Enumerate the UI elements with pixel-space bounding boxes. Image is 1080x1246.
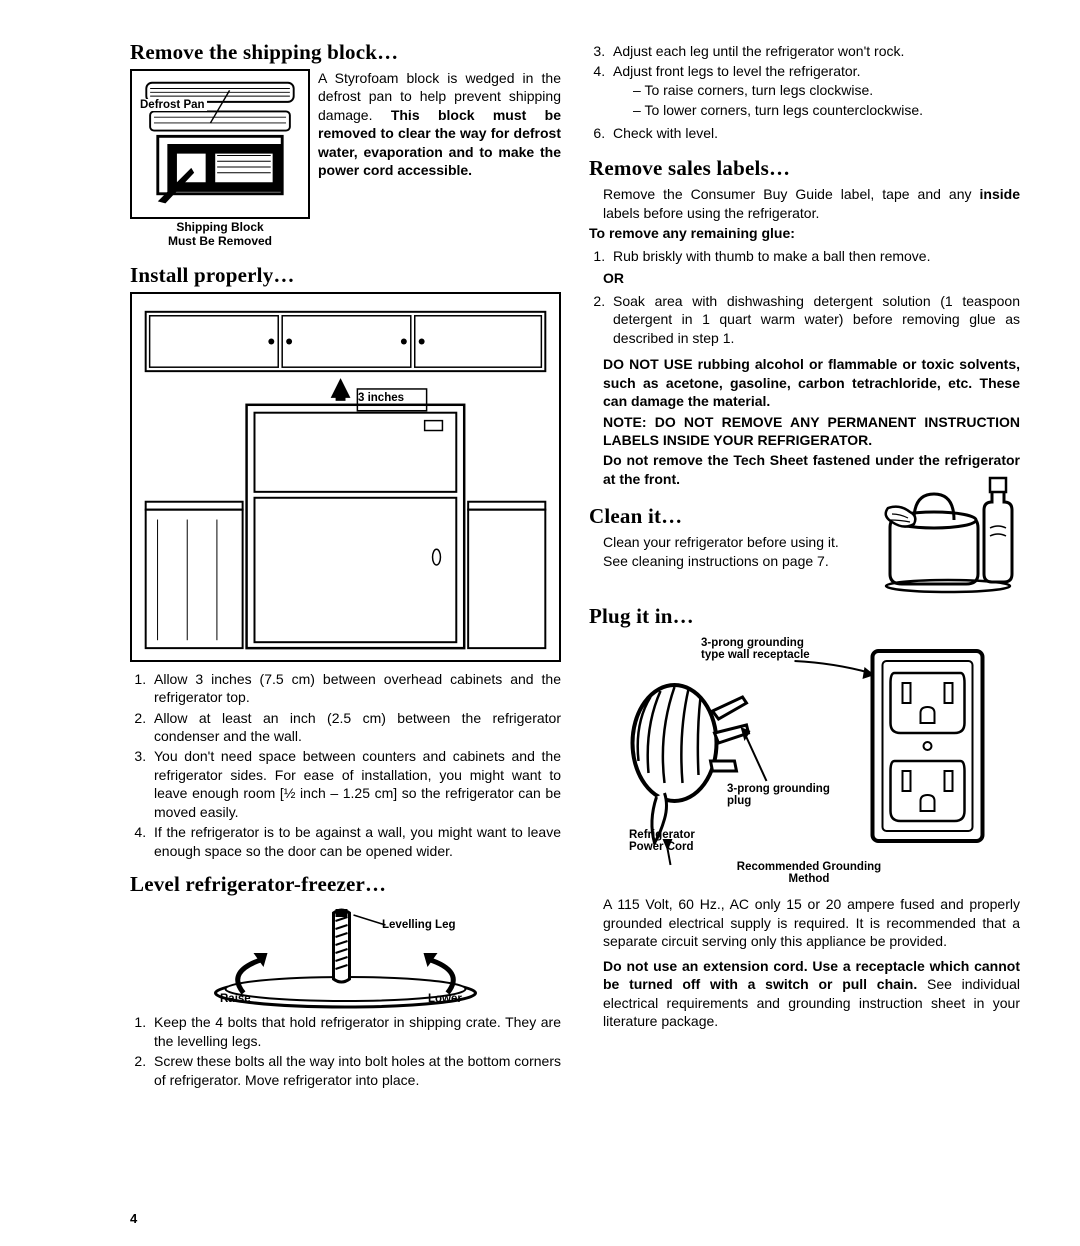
install-item-4: If the refrigerator is to be against a w… bbox=[150, 823, 561, 860]
level-4-text: Adjust front legs to level the refrigera… bbox=[613, 63, 860, 79]
label-leg: Levelling Leg bbox=[382, 919, 456, 931]
plug-p1: A 115 Volt, 60 Hz., AC only 15 or 20 amp… bbox=[589, 895, 1020, 950]
label-3inches: 3 inches bbox=[358, 392, 404, 404]
right-column: Adjust each leg until the refrigerator w… bbox=[589, 40, 1020, 1226]
fig-plug: 3-prong grounding type wall receptacle 3… bbox=[589, 633, 1020, 893]
s4p1c: labels before using the refrigerator. bbox=[603, 205, 819, 221]
list-level-6: Check with level. bbox=[589, 124, 1020, 144]
left-column: Remove the shipping block… bbox=[130, 40, 561, 1226]
fig-level: Levelling Leg Raise Lower bbox=[130, 901, 561, 1011]
sales-warn1: DO NOT USE rubbing alcohol or flammable … bbox=[589, 355, 1020, 410]
label-plug: 3-prong grounding plug bbox=[727, 783, 847, 807]
heading-plug: Plug it in… bbox=[589, 604, 1020, 629]
fig-clean bbox=[870, 474, 1020, 594]
heading-sales-labels: Remove sales labels… bbox=[589, 156, 1020, 181]
install-item-3: You don't need space between counters an… bbox=[150, 747, 561, 821]
glue-or: OR bbox=[589, 269, 1020, 287]
sales-sub1: To remove any remaining glue: bbox=[589, 224, 1020, 242]
label-cord: Refrigerator Power Cord bbox=[629, 829, 729, 853]
plug-p2: Do not use an extension cord. Use a rece… bbox=[589, 957, 1020, 1031]
glue-1: Rub briskly with thumb to make a ball th… bbox=[609, 247, 1020, 265]
s4p1a: Remove the Consumer Buy Guide label, tap… bbox=[603, 186, 980, 202]
s4p1b: inside bbox=[980, 186, 1020, 202]
label-shipping-block: Shipping Block bbox=[130, 221, 310, 235]
label-defrost-pan: Defrost Pan bbox=[138, 99, 207, 111]
list-install: Allow 3 inches (7.5 cm) between overhead… bbox=[130, 670, 561, 863]
label-method: Recommended Grounding Method bbox=[729, 861, 889, 885]
label-lower: Lower bbox=[428, 993, 462, 1005]
install-item-2: Allow at least an inch (2.5 cm) between … bbox=[150, 709, 561, 746]
level-4a: To raise corners, turn legs clockwise. bbox=[629, 81, 1020, 99]
glue-2: Soak area with dishwashing detergent sol… bbox=[609, 292, 1020, 347]
level-item-6: Check with level. bbox=[609, 124, 1020, 142]
manual-page: Remove the shipping block… bbox=[0, 0, 1080, 1246]
sales-warn2: NOTE: DO NOT REMOVE ANY PERMANENT INSTRU… bbox=[589, 413, 1020, 450]
level-item-3: Adjust each leg until the refrigerator w… bbox=[609, 42, 1020, 60]
page-number: 4 bbox=[130, 1211, 561, 1226]
label-raise: Raise bbox=[220, 993, 251, 1005]
label-receptacle: 3-prong grounding type wall receptacle bbox=[701, 637, 811, 661]
heading-level: Level refrigerator-freezer… bbox=[130, 872, 561, 897]
text-shipping-block: A Styrofoam block is wedged in the defro… bbox=[318, 69, 561, 247]
level-item-2: Screw these bolts all the way into bolt … bbox=[150, 1052, 561, 1089]
level-item-1: Keep the 4 bolts that hold refrigerator … bbox=[150, 1013, 561, 1050]
heading-install: Install properly… bbox=[130, 263, 561, 288]
list-glue: Rub briskly with thumb to make a ball th… bbox=[589, 247, 1020, 267]
label-must-remove: Must Be Removed bbox=[130, 235, 310, 249]
level-4b: To lower corners, turn legs counterclock… bbox=[629, 101, 1020, 119]
heading-clean: Clean it… bbox=[589, 504, 862, 529]
clean-p: Clean your refrigerator before using it.… bbox=[589, 533, 862, 570]
fig-shipping-block: Defrost Pan Shipping Block Must Be Remov… bbox=[130, 69, 310, 249]
install-item-1: Allow 3 inches (7.5 cm) between overhead… bbox=[150, 670, 561, 707]
level-item-4: Adjust front legs to level the refrigera… bbox=[609, 62, 1020, 119]
list-level: Keep the 4 bolts that hold refrigerator … bbox=[130, 1013, 561, 1091]
heading-remove-shipping: Remove the shipping block… bbox=[130, 40, 561, 65]
list-level-cont: Adjust each leg until the refrigerator w… bbox=[589, 42, 1020, 122]
list-glue-2: Soak area with dishwashing detergent sol… bbox=[589, 292, 1020, 349]
sales-p1: Remove the Consumer Buy Guide label, tap… bbox=[589, 185, 1020, 222]
fig-install: 3 inches bbox=[130, 292, 561, 662]
